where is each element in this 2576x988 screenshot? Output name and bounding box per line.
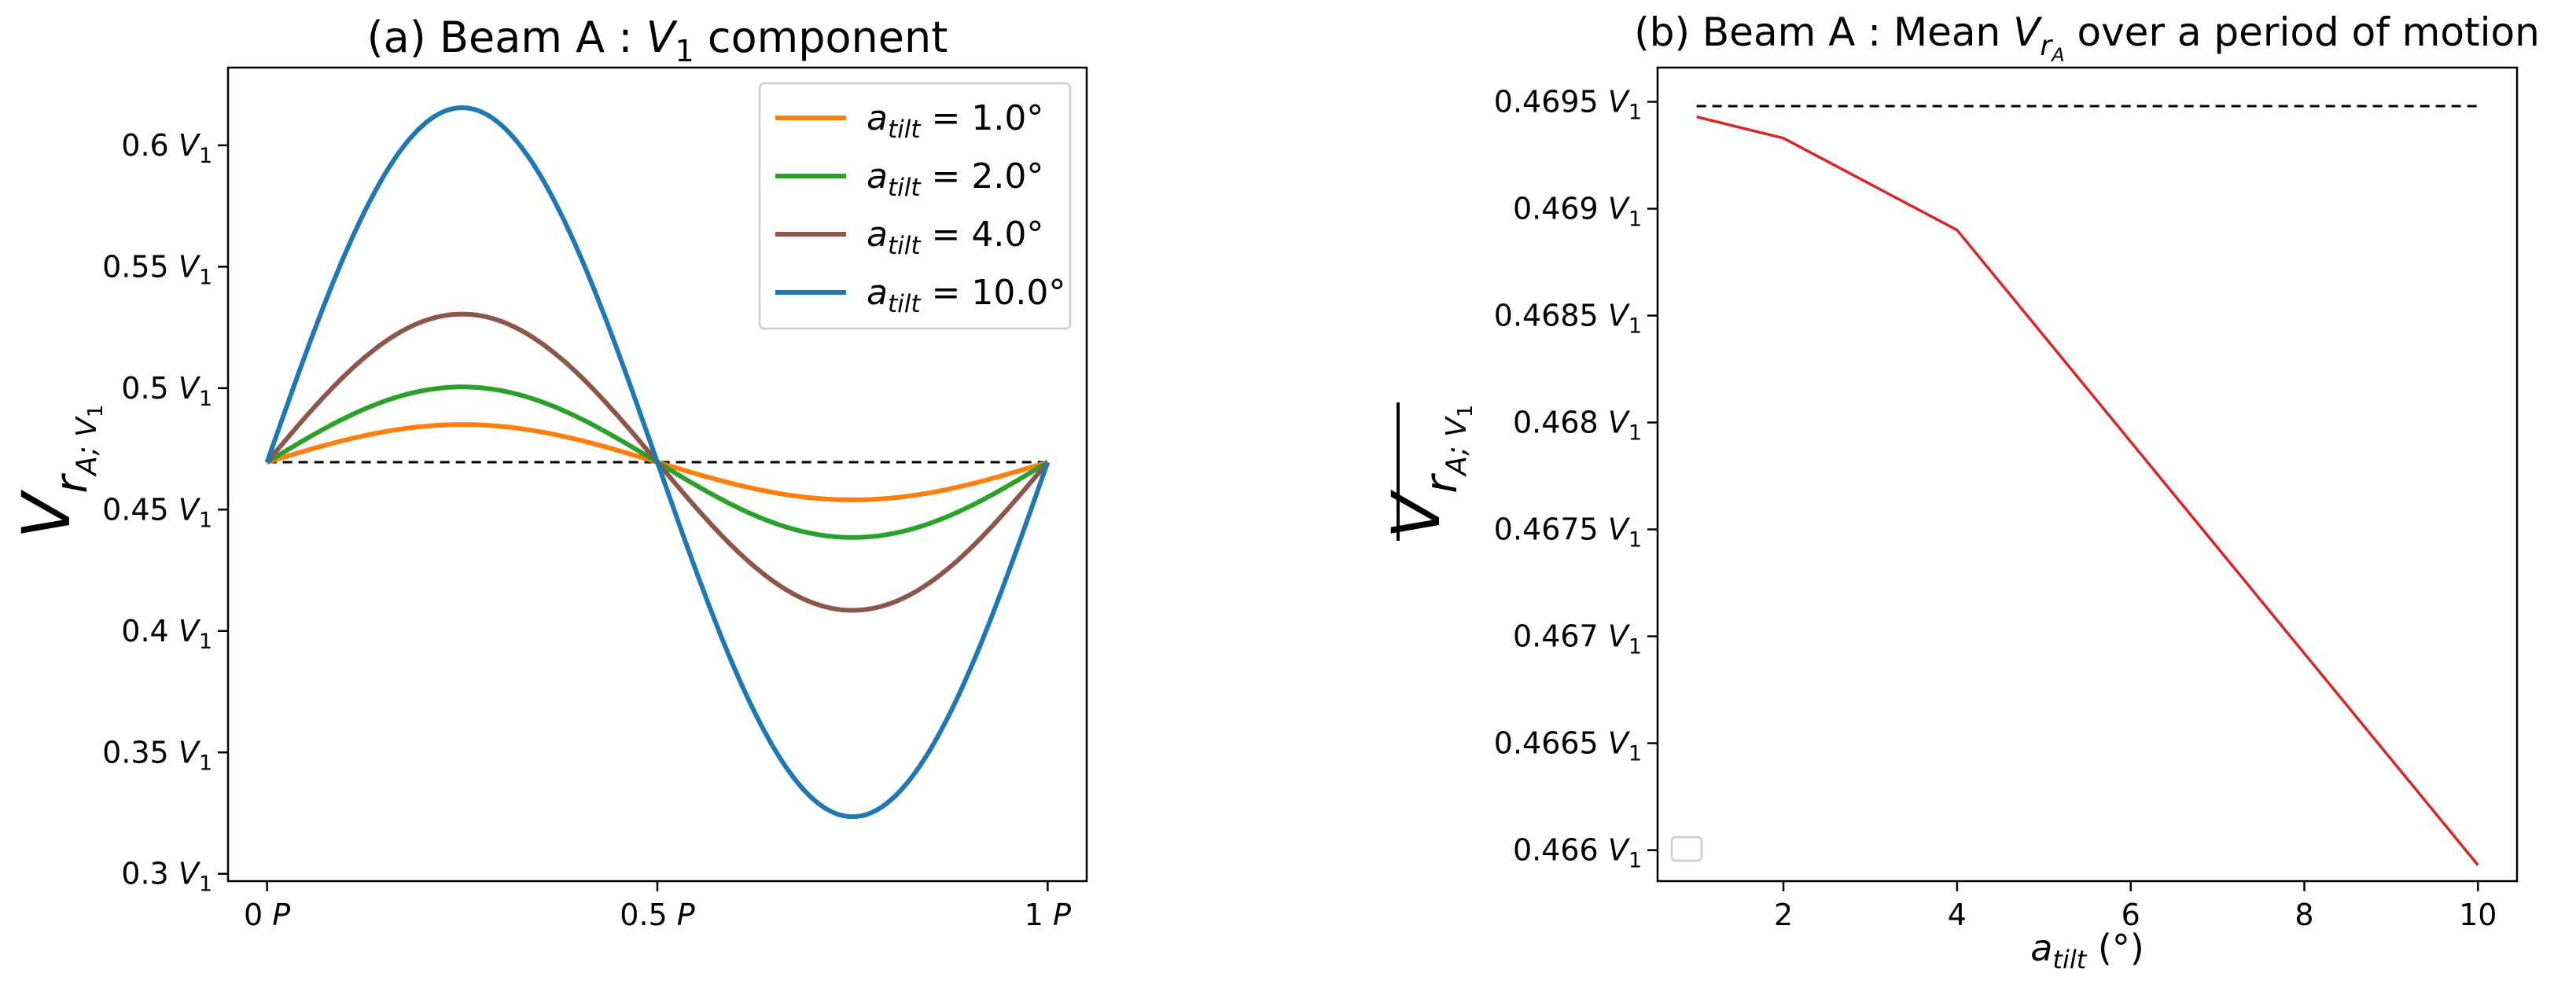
chart-b-xlabel: atilt (°)	[2030, 927, 2144, 975]
chart-b-legend-box	[1670, 836, 1703, 862]
chart-a-ytick-label: 0.6 V1	[121, 128, 212, 168]
chart-a-legend-box	[758, 82, 1072, 330]
chart-b-xtick-label: 4	[1948, 898, 1967, 932]
chart-b: (b) Beam A : Mean VrA over a period of m…	[1378, 9, 2540, 975]
chart-a-frame	[226, 66, 1088, 883]
chart-b-ytick-label: 0.4665 V1	[1494, 726, 1642, 766]
chart-a-legend-label: atilt = 4.0°	[867, 215, 1043, 260]
chart-b-ytick-label: 0.467 V1	[1513, 619, 1642, 659]
chart-b-ytick-label: 0.469 V1	[1513, 192, 1642, 232]
chart-a-xtick-label: 0.5 P	[620, 898, 695, 932]
chart-b-xtick-label: 6	[2122, 898, 2140, 932]
chart-b-ytick-label: 0.4675 V1	[1494, 512, 1642, 553]
chart-a-ytick-label: 0.4 V1	[121, 614, 212, 654]
chart-a-series-line	[264, 105, 1051, 820]
chart-b-title: (b) Beam A : Mean VrA over a period of m…	[1634, 9, 2540, 66]
chart-b-ytick-label: 0.4695 V1	[1494, 85, 1642, 125]
chart-a-ytick-label: 0.3 V1	[121, 857, 212, 897]
chart-a: (a) Beam A : V1 component 0 P 0.5 P 1 P 0.3 …	[8, 13, 1088, 932]
chart-a-ytick-label: 0.5 V1	[121, 371, 212, 411]
chart-a-legend-label: atilt = 1.0°	[867, 98, 1043, 144]
chart-a-ytick-label: 0.55 V1	[102, 249, 212, 289]
chart-b-ytick-label: 0.466 V1	[1513, 833, 1642, 873]
chart-b-xtick-label: 8	[2294, 898, 2313, 932]
chart-a-ytick-label: 0.35 V1	[102, 735, 212, 775]
chart-a-xtick-label: 1 P	[1025, 898, 1071, 932]
chart-b-ytick-label: 0.4685 V1	[1494, 299, 1642, 339]
chart-b-xtick-label: 2	[1774, 898, 1793, 932]
chart-a-title: (a) Beam A : V1 component	[367, 13, 948, 68]
chart-a-legend-label: atilt = 2.0°	[867, 156, 1043, 202]
chart-a-legend-label: atilt = 10.0°	[867, 273, 1065, 318]
chart-b-frame	[1656, 66, 2519, 883]
chart-a-xtick-label: 0 P	[244, 898, 290, 932]
chart-b-series-line	[1696, 115, 2479, 866]
chart-b-ylabel: VrA; V1	[1378, 405, 1478, 539]
chart-a-ytick-label: 0.45 V1	[102, 492, 212, 532]
chart-a-legend: atilt = 1.0° atilt = 2.0° atilt = 4.0° atil…	[758, 82, 1072, 330]
chart-b-ytick-label: 0.468 V1	[1513, 406, 1642, 446]
chart-a-ylabel: VrA; V1	[8, 405, 108, 539]
chart-b-xtick-label: 10	[2459, 898, 2497, 932]
